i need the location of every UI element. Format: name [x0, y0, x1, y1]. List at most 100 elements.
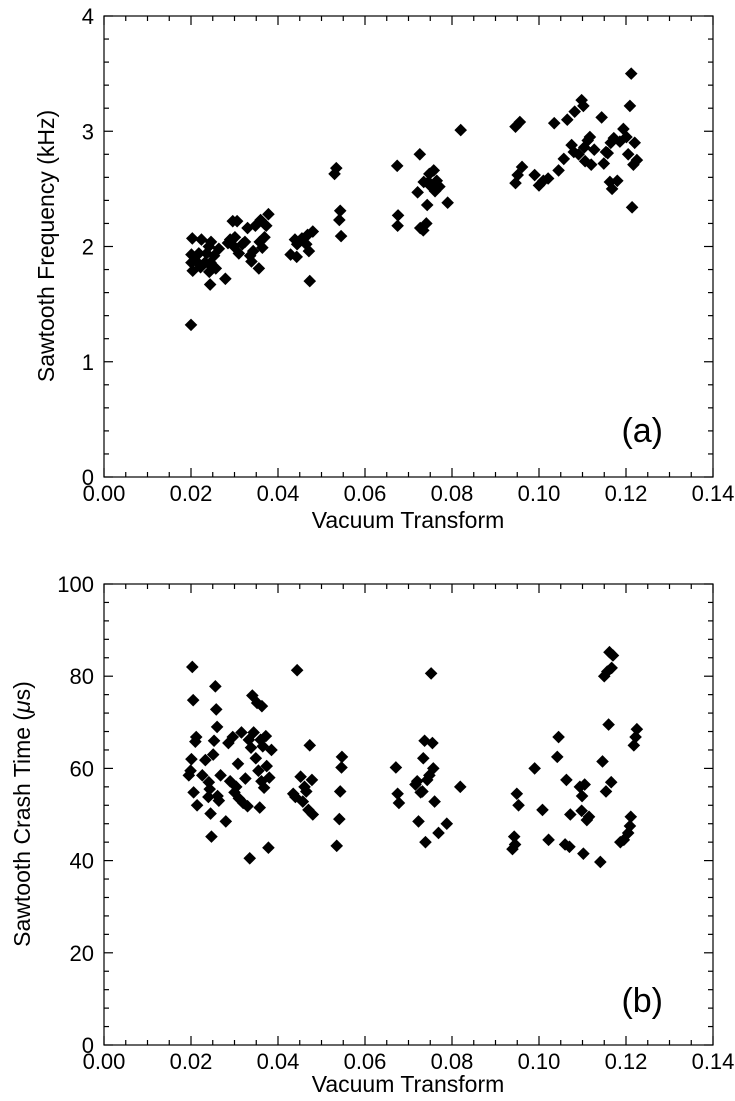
panel-b-data-point — [241, 799, 254, 813]
panel-a-data-point — [301, 228, 314, 242]
panel-b-data-point — [236, 796, 250, 810]
panel-a-data-point — [587, 143, 601, 156]
panel-b-data-point — [596, 755, 609, 768]
panel-b-data-point — [263, 771, 276, 784]
panel-b-data-point — [256, 739, 270, 753]
panel-b-data-point — [223, 775, 237, 788]
panel-a-data-point — [560, 113, 574, 127]
panel-a-data-point — [420, 217, 433, 230]
panel-b-data-point — [630, 722, 644, 736]
panel-b-data-point — [552, 730, 565, 744]
panel-a-plot-frame — [103, 15, 714, 478]
panel-b-data-point — [604, 775, 618, 789]
panel-b-data-point — [440, 817, 454, 831]
panel-b-data-point — [333, 785, 347, 798]
panel-b-data-point — [605, 661, 618, 675]
panel-b-data-point — [204, 807, 217, 820]
panel-b-y-tick-label: 60 — [70, 756, 94, 781]
panel-a-data-point — [513, 115, 527, 129]
panel-b-data-point — [602, 718, 615, 731]
panel-b-data-point — [290, 663, 304, 677]
panel-a-data-point — [295, 232, 309, 245]
panel-a-data-point — [532, 179, 546, 192]
panel-b-data-point — [229, 780, 243, 794]
panel-b-data-point — [575, 789, 589, 803]
panel-a-data-point — [611, 174, 624, 188]
panel-b-data-point — [428, 795, 441, 808]
panel-a-data-point — [583, 130, 597, 144]
panel-a-y-tick-label: 2 — [82, 235, 94, 260]
panel-b-data-point — [599, 785, 613, 798]
panel-b-data-point — [305, 773, 319, 787]
panel-a-data-point — [620, 130, 633, 144]
panel-b-data-point — [235, 726, 248, 739]
panel-b-data-point — [416, 785, 429, 798]
panel-a-data-point — [584, 158, 598, 171]
panel-b-data-point — [259, 729, 273, 743]
panel-a-data-point — [223, 233, 237, 246]
panel-b-x-tick-label: 0.12 — [605, 1049, 648, 1074]
panel-a-data-point — [328, 167, 341, 181]
panel-a-data-point — [390, 159, 404, 173]
panel-b-data-point — [299, 785, 313, 798]
panel-a-data-point — [411, 186, 424, 199]
panel-a-y-tick-label: 3 — [82, 119, 94, 144]
panel-a-data-point — [195, 233, 208, 246]
panel-a-data-point — [624, 67, 638, 80]
panel-b-data-point — [330, 839, 344, 853]
panel-a-data-point — [284, 248, 297, 261]
panel-a-x-tick-label: 0.10 — [518, 481, 561, 506]
panel-b-data-point — [242, 733, 256, 747]
panel-b-data-point — [391, 787, 404, 801]
panel-b-data-point — [392, 796, 406, 810]
panel-b-data-point — [239, 772, 252, 785]
panel-a-data-point — [209, 262, 223, 275]
panel-a-x-tick-label: 0.00 — [83, 481, 126, 506]
panel-a-data-point — [605, 182, 619, 196]
panel-b-data-point — [265, 743, 278, 757]
panel-a-data-point — [334, 229, 348, 243]
panel-a-data-point — [333, 213, 346, 227]
panel-a-data-point — [184, 318, 198, 332]
panel-a-data-point — [253, 235, 267, 249]
panel-a-data-point — [230, 214, 244, 228]
panel-b-data-point — [252, 764, 265, 778]
panel-b-data-point — [335, 761, 348, 774]
panel-a-data-point — [232, 247, 246, 260]
panel-b-data-point — [231, 757, 245, 771]
panel-b-x-axis-title: Vacuum Transform — [312, 1071, 505, 1097]
panel-b-data-point — [186, 693, 200, 707]
panel-b-data-point — [250, 696, 264, 710]
panel-b-data-point — [624, 810, 638, 824]
panel-b-data-point — [507, 830, 521, 843]
panel-b-data-point — [302, 803, 315, 817]
panel-a-data-point — [303, 274, 317, 288]
panel-b-data-point — [254, 733, 267, 747]
panel-b-data-point — [426, 762, 440, 775]
panel-b-data-point — [508, 838, 522, 851]
panel-b-y-tick-label: 0 — [82, 1033, 94, 1058]
panel-b-data-point — [578, 778, 591, 791]
panel-a-label: (a) — [621, 412, 663, 450]
panel-b-data-point — [453, 780, 467, 794]
panel-b-data-point — [219, 815, 233, 828]
panel-b-data-point — [196, 769, 209, 782]
panel-a-data-point — [630, 153, 644, 167]
panel-b-sawtooth-crash-time: 0.00 0.02 0.04 0.06 0.08 0.10 0.12 0.14 0 20 40 60 8… — [9, 572, 734, 1097]
panel-b-data-point — [432, 826, 445, 840]
panel-a-data-point — [454, 123, 467, 137]
panel-a-data-point — [249, 219, 262, 233]
panel-a-data-point — [203, 278, 217, 291]
panel-b-data-point — [563, 840, 576, 854]
panel-b-data-point — [206, 748, 220, 761]
panel-b-label: (b) — [621, 982, 663, 1020]
panel-a-data-point — [306, 225, 320, 238]
panel-a-data-point — [204, 256, 217, 269]
panel-a-data-point — [423, 167, 436, 181]
panel-b-data-point — [528, 762, 541, 775]
panel-a-data-point — [441, 196, 454, 210]
panel-b-data-point — [306, 808, 320, 821]
panel-a-ticks — [103, 15, 714, 478]
panel-b-data-point — [207, 734, 221, 748]
